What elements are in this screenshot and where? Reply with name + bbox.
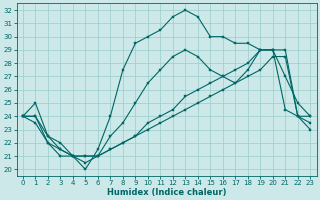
X-axis label: Humidex (Indice chaleur): Humidex (Indice chaleur) [107, 188, 226, 197]
